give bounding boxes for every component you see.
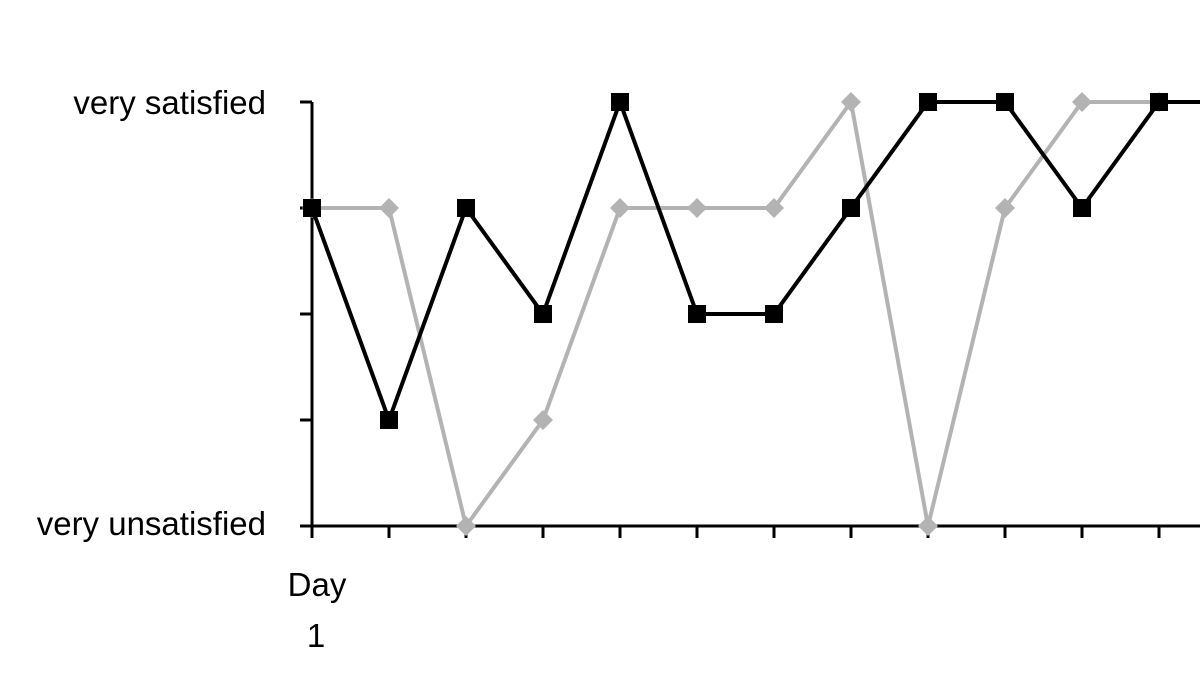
y-ticks: [300, 100, 312, 528]
series-1-point: [1150, 93, 1168, 111]
series-1-point: [1073, 199, 1091, 217]
x-axis-label-first-day: 1: [307, 617, 325, 654]
series-1-point: [688, 305, 706, 323]
series-1-line: [310, 96, 1200, 426]
series-1-point: [611, 93, 629, 111]
series-1-point: [996, 93, 1014, 111]
y-tick-label-very-unsatisfied: very unsatisfied: [37, 505, 266, 542]
x-axis-label-day: Day: [288, 566, 347, 603]
series-1-point: [457, 199, 475, 217]
series-2-point: [995, 198, 1015, 218]
series-layer: [302, 92, 1200, 536]
y-tick-label-very-satisfied: very satisfied: [73, 84, 266, 121]
series-1-point: [534, 305, 552, 323]
series-2-point: [764, 198, 784, 218]
series-2-point: [379, 198, 399, 218]
x-ticks: [310, 526, 1161, 538]
series-1-point: [380, 411, 398, 429]
series-1-point: [303, 199, 321, 217]
series-1-point: [919, 93, 937, 111]
series-1: [303, 93, 1200, 429]
series-2-line: [312, 97, 1200, 531]
series-2-point: [456, 516, 476, 536]
series-2-point: [610, 198, 630, 218]
series-2-point: [841, 92, 861, 112]
series-2-point: [1072, 92, 1092, 112]
series-2-point: [533, 410, 553, 430]
series-1-point: [842, 199, 860, 217]
series-2-point: [687, 198, 707, 218]
series-1-point: [765, 305, 783, 323]
axes: [300, 100, 1200, 538]
series-2-point: [918, 516, 938, 536]
